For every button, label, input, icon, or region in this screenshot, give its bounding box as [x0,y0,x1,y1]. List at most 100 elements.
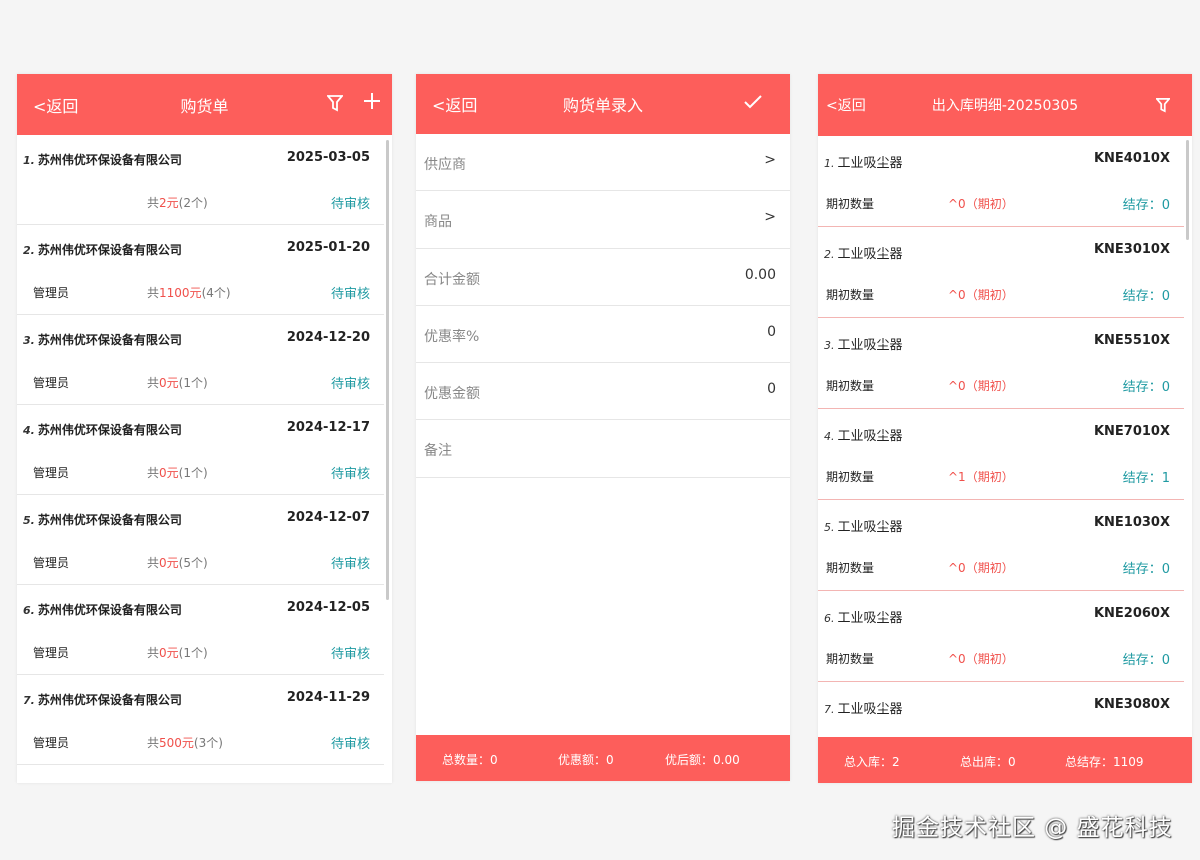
purchase-order-row[interactable]: 3. 苏州伟优环保设备有限公司 2024-12-20 管理员 共0元(1个) 待审核 [17,315,384,405]
supplier-line: 5. 苏州伟优环保设备有限公司 [23,511,182,528]
operator: 管理员 [33,646,70,660]
status-badge: 待审核 [330,647,370,662]
purchase-order-row[interactable]: 7. 苏州伟优环保设备有限公司 2024-11-29 管理员 共500元(3个) 待审核 [17,675,384,765]
total-prefix: 共 [147,646,160,660]
stock-row[interactable]: 2. 工业吸尘器 KNE3010X 期初数量 ^0（期初） 结存：0 [818,227,1184,318]
back-button[interactable]: <返回 [826,98,866,114]
field-value[interactable]: 0.00 [744,266,776,283]
product-line: 6. 工业吸尘器 [824,607,903,626]
row-number: 5. [23,514,35,527]
product-code: KNE4010X [1093,151,1170,166]
purchase-order-row[interactable]: 1. 苏州伟优环保设备有限公司 2025-03-05 共2元(2个) 待审核 [17,135,384,225]
form-field-6[interactable]: 备注 [416,420,790,478]
product-name: 工业吸尘器 [837,338,903,353]
form-field-5[interactable]: 优惠金额 0 [416,363,790,421]
quantity-label: 期初数量 [826,470,875,484]
form-field-3[interactable]: 合计金额 0.00 [416,249,790,306]
row-number: 7. [23,694,35,707]
item-count: (3个) [193,736,223,750]
row-number: 3. [824,339,835,352]
order-date: 2024-11-29 [286,690,370,705]
form-field-1[interactable]: 供应商 > [416,134,790,192]
order-total: 共0元(5个) [147,554,208,571]
discount-amount: 优惠额：0 [558,753,614,767]
back-button[interactable]: <返回 [432,96,478,115]
purchase-list-panel: <返回 购货单 1. 苏州伟优环保设备有限公司 2025-03-05 共2元(2个) 待… [17,74,392,783]
order-date: 2024-12-05 [286,600,370,615]
product-name: 工业吸尘器 [837,611,903,626]
opening-quantity: ^0（期初） [948,288,1014,302]
opening-quantity: ^1（期初） [948,470,1014,484]
stock-row[interactable]: 4. 工业吸尘器 KNE7010X 期初数量 ^1（期初） 结存：1 [818,409,1184,500]
product-line: 2. 工业吸尘器 [824,243,903,262]
purchase-order-row[interactable]: 6. 苏州伟优环保设备有限公司 2024-12-05 管理员 共0元(1个) 待审核 [17,585,384,675]
total-amount: 0元 [159,646,179,660]
watermark: 掘金技术社区 @ 盛花科技 [892,815,1173,841]
product-code: KNE7010X [1093,424,1170,439]
scrollbar[interactable] [386,140,389,600]
supplier-line: 1. 苏州伟优环保设备有限公司 [23,151,182,168]
stock-balance: 结存：0 [1122,653,1170,668]
purchase-order-list: 1. 苏州伟优环保设备有限公司 2025-03-05 共2元(2个) 待审核 2. 苏州伟优… [17,135,384,765]
order-total: 共0元(1个) [147,374,208,391]
order-total: 共500元(3个) [147,734,223,751]
product-code: KNE3010X [1093,242,1170,257]
stock-row[interactable]: 3. 工业吸尘器 KNE5510X 期初数量 ^0（期初） 结存：0 [818,318,1184,409]
row-number: 4. [23,424,35,437]
product-name: 工业吸尘器 [837,156,903,171]
product-code: KNE1030X [1093,515,1170,530]
stock-row[interactable]: 1. 工业吸尘器 KNE4010X 期初数量 ^0（期初） 结存：0 [818,136,1184,227]
field-label: 供应商 [424,157,466,173]
order-total: 共2元(2个) [147,194,208,211]
filter-icon[interactable] [326,94,344,117]
item-count: (1个) [178,376,208,390]
supplier-line: 2. 苏州伟优环保设备有限公司 [23,241,182,258]
order-total: 共0元(1个) [147,464,208,481]
supplier-name: 苏州伟优环保设备有限公司 [37,333,182,347]
filter-icon[interactable] [1155,97,1171,118]
product-code: KNE5510X [1093,333,1170,348]
purchase-order-row[interactable]: 4. 苏州伟优环保设备有限公司 2024-12-17 管理员 共0元(1个) 待审核 [17,405,384,495]
order-date: 2024-12-20 [286,330,370,345]
order-date: 2025-03-05 [286,150,370,165]
total-stock: 总结存：1109 [1065,755,1144,769]
scrollbar[interactable] [1186,140,1189,240]
purchase-entry-panel: <返回 购货单录入 供应商 > 商品 > 合计金额 0.00 优惠率% 0 优惠金额 0 备注 总数… [416,74,790,781]
row-number: 3. [23,334,35,347]
form-field-4[interactable]: 优惠率% 0 [416,306,790,364]
plus-icon[interactable] [363,92,381,115]
form-field-2[interactable]: 商品 > [416,191,790,249]
stock-balance: 结存：1 [1122,471,1170,486]
field-value[interactable]: > [764,209,776,226]
field-value[interactable]: > [764,152,776,168]
stock-row[interactable]: 6. 工业吸尘器 KNE2060X 期初数量 ^0（期初） 结存：0 [818,591,1184,682]
header: <返回 购货单 [17,74,392,135]
product-name: 工业吸尘器 [837,429,903,444]
field-label: 优惠率% [424,328,480,345]
opening-quantity: ^0（期初） [948,561,1014,575]
field-label: 备注 [424,443,452,460]
total-amount: 0元 [159,556,179,570]
purchase-order-row[interactable]: 5. 苏州伟优环保设备有限公司 2024-12-07 管理员 共0元(5个) 待审核 [17,495,384,585]
total-prefix: 共 [147,376,160,390]
opening-quantity: ^0（期初） [948,197,1014,211]
row-number: 2. [23,244,35,257]
supplier-name: 苏州伟优环保设备有限公司 [37,423,182,437]
order-total: 共1100元(4个) [147,284,231,301]
item-count: (2个) [178,196,208,210]
field-value[interactable]: 0 [767,381,776,398]
check-icon[interactable] [744,94,762,115]
item-count: (5个) [178,556,208,570]
status-badge: 待审核 [330,557,370,572]
stock-row[interactable]: 5. 工业吸尘器 KNE1030X 期初数量 ^0（期初） 结存：0 [818,500,1184,591]
opening-quantity: ^0（期初） [948,652,1014,666]
stock-detail-list: 1. 工业吸尘器 KNE4010X 期初数量 ^0（期初） 结存：0 2. 工业吸尘器 KNE3… [818,136,1184,773]
stock-balance: 结存：0 [1122,380,1170,395]
purchase-order-row[interactable]: 2. 苏州伟优环保设备有限公司 2025-01-20 管理员 共1100元(4个) 待审核 [17,225,384,315]
back-button[interactable]: <返回 [33,96,79,116]
opening-quantity: ^0（期初） [948,379,1014,393]
entry-form: 供应商 > 商品 > 合计金额 0.00 优惠率% 0 优惠金额 0 备注 [416,134,790,478]
row-number: 6. [824,612,835,625]
field-value[interactable]: 0 [767,323,776,340]
product-line: 7. 工业吸尘器 [824,698,903,717]
